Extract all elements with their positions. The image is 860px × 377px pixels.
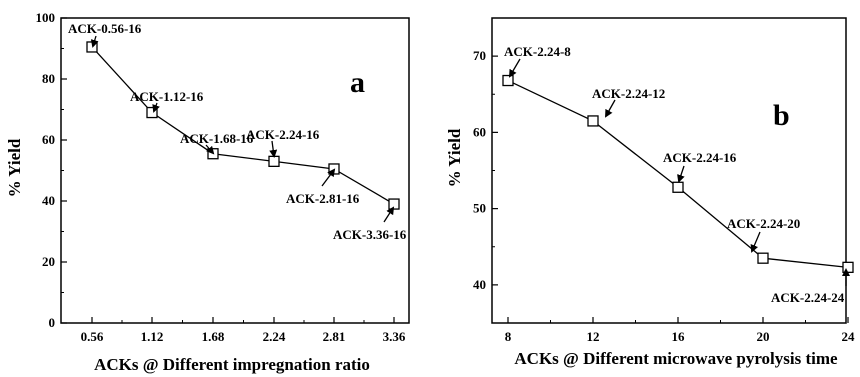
annotation-arrow: [605, 99, 616, 118]
y-tick-label: 60: [473, 124, 486, 139]
x-tick-label: 1.12: [141, 329, 164, 344]
y-tick-label: 60: [42, 132, 55, 147]
plot-frame: [60, 17, 410, 324]
y-axis-title: % Yield: [5, 138, 24, 197]
point-annotation: ACK-2.24-12: [592, 86, 665, 101]
panel-letter: b: [773, 99, 790, 132]
point-annotation: ACK-2.24-8: [504, 44, 571, 59]
point-annotation: ACK-2.24-24: [771, 290, 845, 305]
annotation-arrow: [90, 35, 99, 48]
x-tick-label: 1.68: [202, 329, 225, 344]
point-annotation: ACK-1.68-16: [180, 131, 254, 146]
y-tick-label: 70: [473, 48, 486, 63]
y-axis-title: % Yield: [445, 128, 464, 187]
y-tick-label: 0: [49, 315, 56, 330]
panel-a: 0 20 40 60 80 100 0.56 1.12 1.68 2.24 2.81 3.36 ACK-…: [5, 10, 410, 374]
data-point: [146, 106, 158, 119]
point-annotation: ACK-1.12-16: [130, 89, 204, 104]
y-tick-label: 20: [42, 254, 55, 269]
annotation-arrow: [383, 206, 395, 223]
x-tick-label: 2.24: [263, 329, 286, 344]
point-annotation: ACK-3.36-16: [333, 227, 407, 242]
data-point: [587, 115, 599, 127]
data-point: [388, 198, 400, 210]
data-point: [207, 148, 219, 160]
x-tick-label: 12: [587, 329, 600, 344]
annotation-arrow: [205, 144, 215, 155]
panel-b: 40 50 60 70 8 12 16 20 24 ACK-2.24-8 ACK-2.24-12 AC…: [445, 17, 856, 368]
data-point: [328, 163, 340, 175]
x-tick-label: 0.56: [81, 329, 104, 344]
x-tick-label: 8: [505, 329, 512, 344]
x-tick-label: 20: [757, 329, 770, 344]
annotation-arrow: [321, 168, 336, 187]
data-point: [842, 261, 854, 273]
data-point: [268, 155, 280, 168]
y-tick-label: 50: [473, 201, 486, 216]
annotation-arrow: [750, 231, 761, 253]
series-line: [91, 46, 395, 205]
x-tick-label: 24: [842, 329, 856, 344]
series-line: [507, 79, 849, 268]
point-annotation: ACK-2.24-16: [246, 127, 320, 142]
data-point: [86, 41, 98, 53]
annotation-arrow: [152, 102, 160, 113]
data-point: [502, 74, 514, 87]
plot-frame: [491, 17, 847, 324]
annotation-arrow: [269, 140, 278, 158]
y-tick-label: 40: [473, 277, 486, 292]
y-tick-label: 80: [42, 71, 55, 86]
data-point: [757, 252, 769, 264]
x-tick-label: 16: [672, 329, 686, 344]
y-tick-label: 40: [42, 193, 55, 208]
point-annotation: ACK-2.24-20: [727, 216, 800, 231]
x-axis-title: ACKs @ Different microwave pyrolysis tim…: [514, 349, 838, 368]
annotation-arrow: [508, 58, 521, 78]
x-axis-title: ACKs @ Different impregnation ratio: [94, 355, 370, 374]
x-tick-label: 2.81: [323, 329, 346, 344]
point-annotation: ACK-2.24-16: [663, 150, 737, 165]
point-annotation: ACK-2.81-16: [286, 191, 360, 206]
data-point: [672, 181, 684, 193]
annotation-arrow: [677, 165, 685, 183]
x-tick-label: 3.36: [383, 329, 406, 344]
panel-letter: a: [350, 66, 365, 99]
y-tick-label: 100: [36, 10, 56, 25]
point-annotation: ACK-0.56-16: [68, 21, 142, 36]
